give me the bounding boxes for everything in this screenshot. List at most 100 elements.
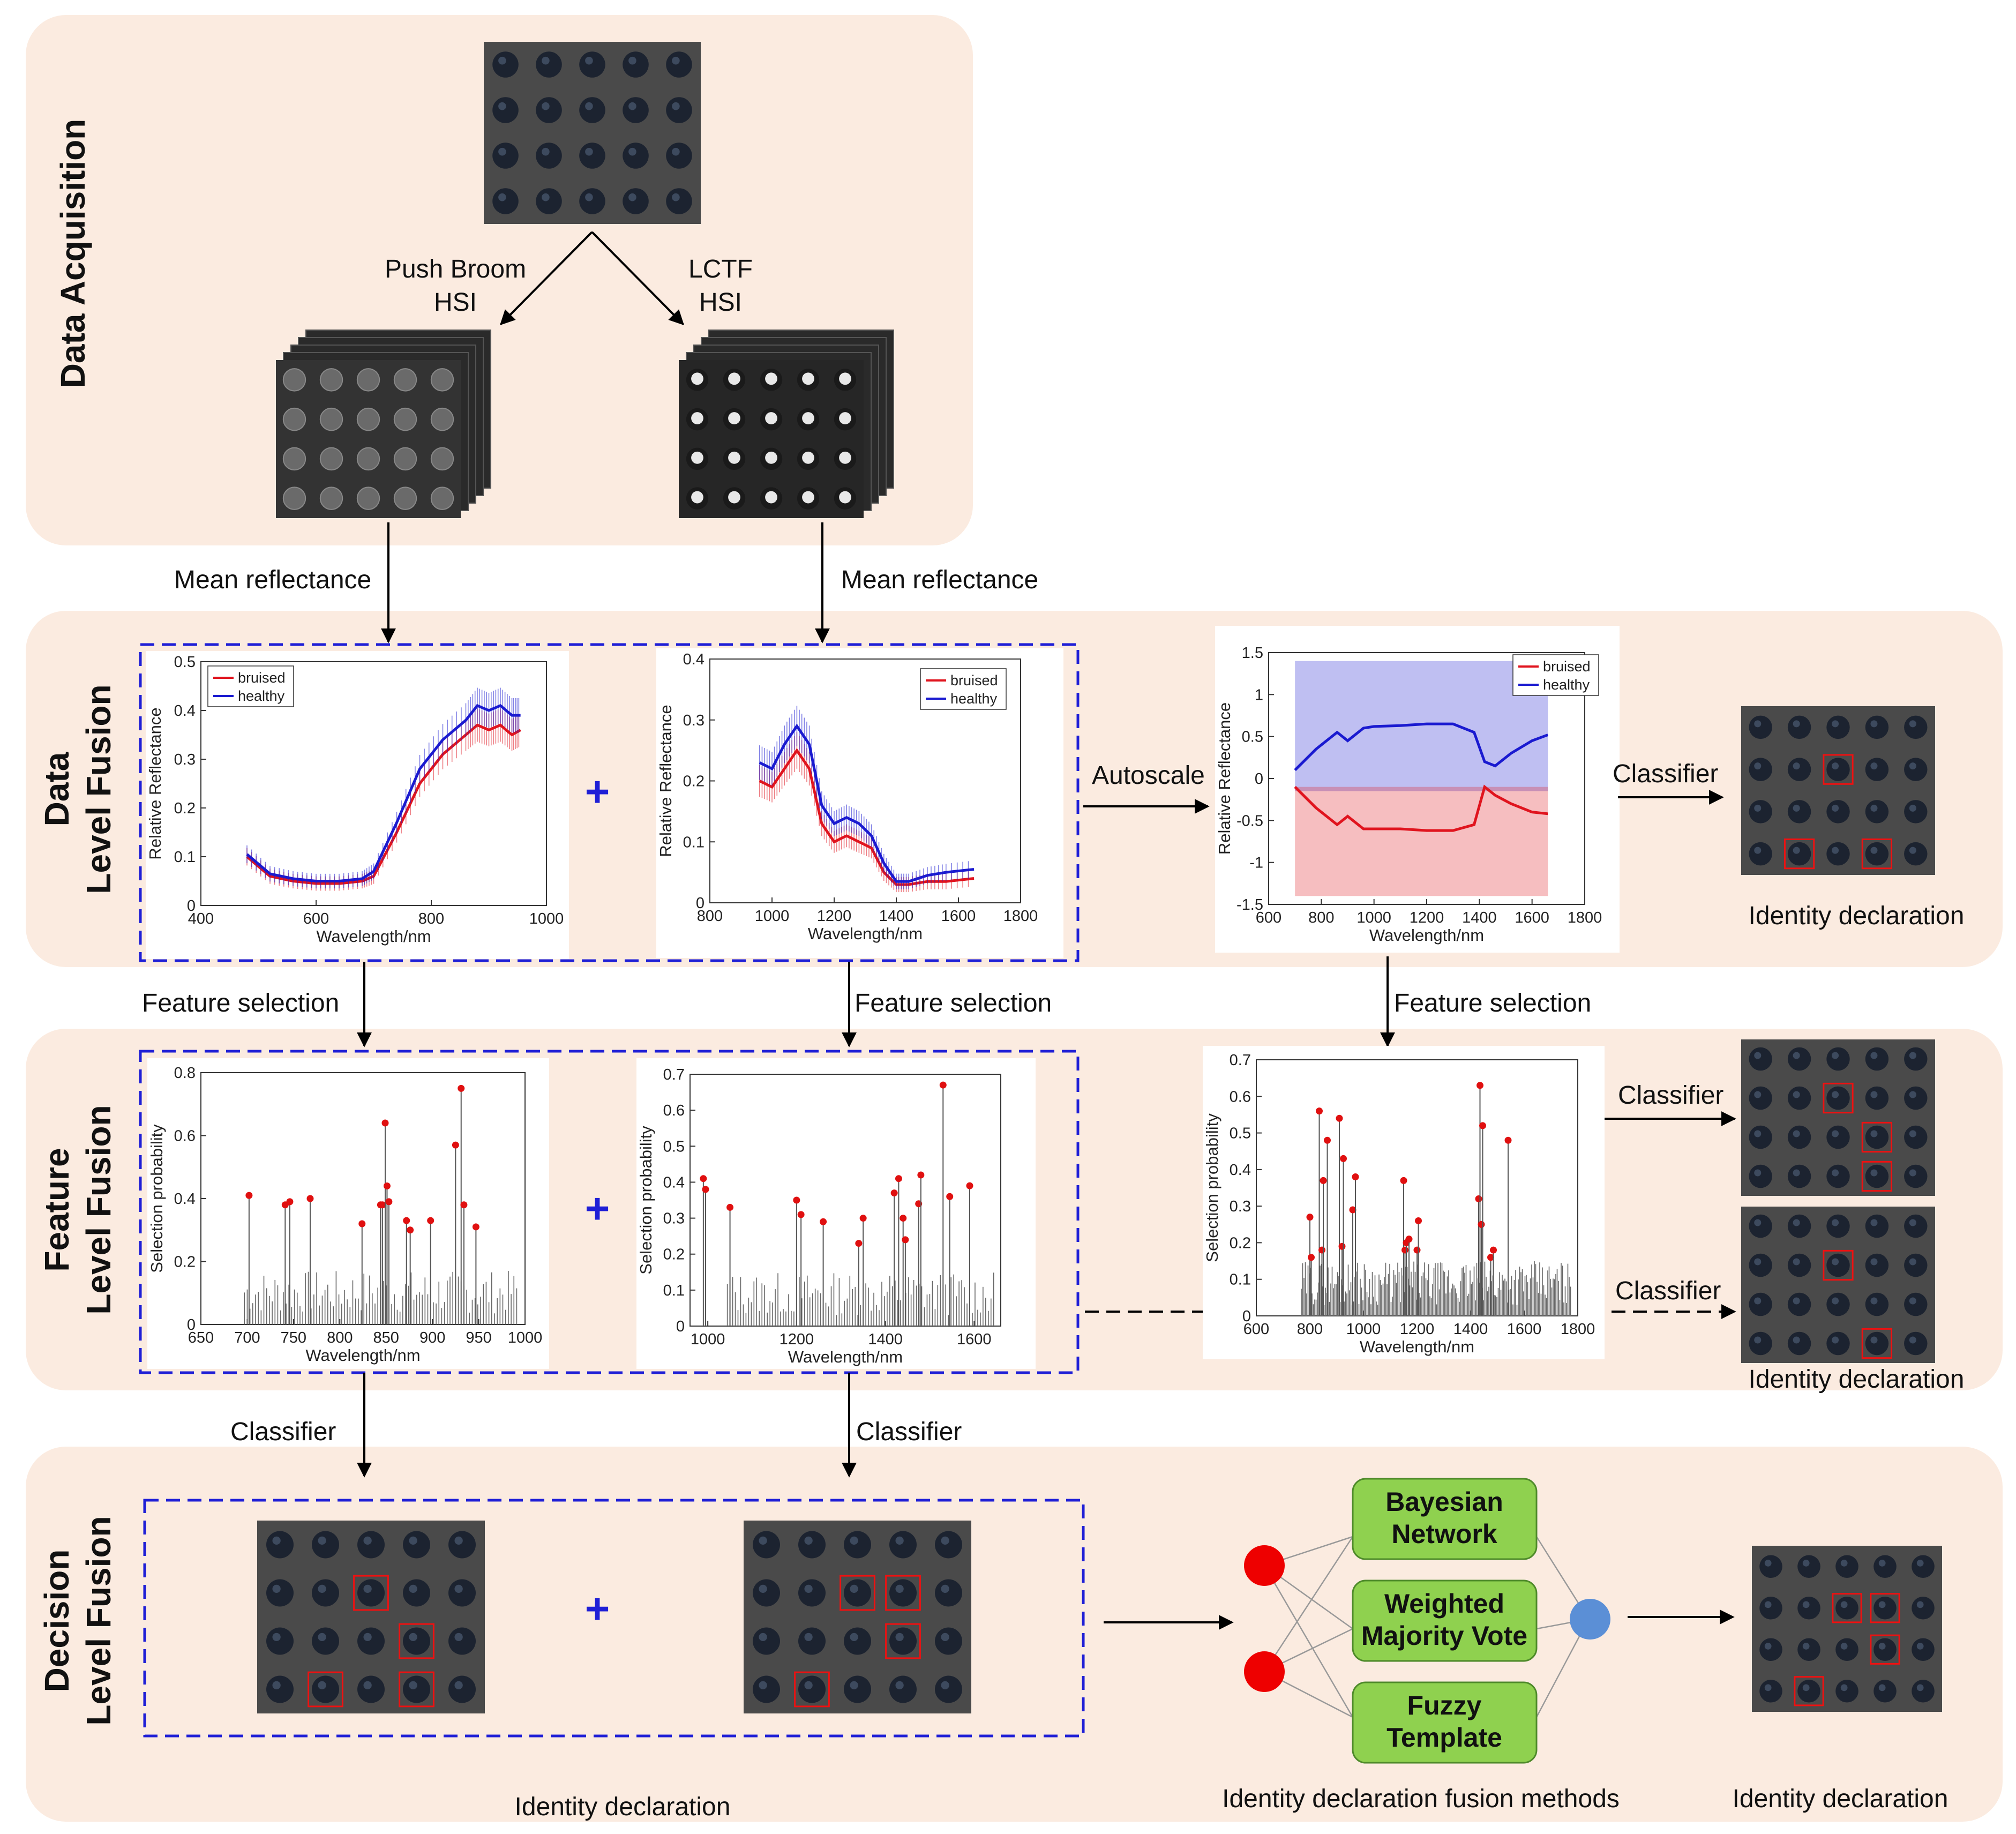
x-tick-label: 400 [188,910,214,927]
berry-shine [1840,1642,1848,1650]
x-tick-label: 1600 [941,908,976,925]
input-node-2 [1244,1651,1285,1692]
selection-peak-point [946,1193,954,1200]
x-tick-label: 1200 [1400,1321,1435,1338]
x-tick-label: 900 [419,1329,445,1346]
selection-peak-point [1336,1114,1343,1122]
berry [579,143,605,169]
berry [357,1675,385,1703]
berry [844,1675,871,1703]
x-tick-label: 1400 [868,1331,903,1348]
berry [403,1675,430,1703]
lctf-selection-chart: 1000 1200 1400 1600 0 0.1 0.2 0.3 0.4 0.5 0.6 0.7 Wa… [636,1058,1036,1369]
selection-peak-point [1487,1254,1494,1261]
berry-shine [1793,1169,1800,1177]
berry-shine [318,1536,326,1545]
berry-shine [1909,847,1916,854]
y-axis-label: Selection probability [147,1124,166,1273]
berry-shine [1916,1559,1924,1567]
plot-area-frame [200,661,547,906]
berry-shine [941,1633,949,1642]
selection-peak-point [358,1220,366,1227]
pushbroom-selection-chart: 650 700 750 800 850 900 950 1000 0 0.2 0.4 0.6 0.8 Wa… [147,1058,549,1369]
berry-shine [1793,847,1800,854]
berry-shine [1909,1297,1916,1305]
berry-shine [759,1633,767,1642]
x-tick-label: 600 [1256,909,1281,926]
y-tick-label: 0.4 [1230,1162,1251,1179]
berry [1865,1086,1889,1110]
x-tick-label: 600 [1243,1321,1269,1338]
x-tick-label: 1000 [691,1331,725,1348]
y-tick-label: 0.5 [174,654,196,671]
berry [1826,1292,1850,1316]
berry [935,1627,962,1655]
berry-shine [363,1584,372,1593]
berry [1912,1679,1935,1703]
y-tick-label: 0.5 [1230,1125,1251,1142]
selection-peak-point [403,1217,410,1224]
stage-label-feature-1: Feature [38,1148,76,1271]
berry-shine [628,193,636,201]
berry [844,1627,871,1655]
berry [1835,1638,1858,1661]
berry-shine [542,193,550,201]
berry-shine [363,1536,372,1545]
berry [266,1675,294,1703]
y-tick-label: 0.4 [174,1191,196,1208]
berry [492,143,519,169]
selection-peak-point [1349,1206,1357,1214]
berry-shine [585,193,593,201]
plus-decision: + [585,1585,610,1633]
bruise-marker [308,1671,343,1708]
berry [1835,1555,1858,1578]
berry [356,368,380,392]
berry [448,1579,476,1607]
bruise-marker [1861,1161,1893,1192]
berry [1749,1086,1772,1110]
identity-decision-label: Identity declaration [515,1793,731,1821]
decision-fusion-box [143,1499,1085,1738]
lctf-hsi-label: HSI [699,288,742,317]
berry [1826,1164,1850,1188]
berry [753,1531,780,1559]
classifier-feature-1-label: Classifier [1618,1081,1723,1110]
arrow-to-lctf [591,231,684,325]
selection-peak-point [1338,1242,1346,1250]
berry-shine [1909,1091,1916,1098]
selection-peak-point [902,1236,909,1244]
berry-shine [1909,1336,1916,1344]
berry [666,188,692,214]
bruise-marker [1823,754,1854,785]
berry-shine [1832,762,1839,770]
y-tick-label: 0 [1255,770,1263,788]
legend-label-healthy: healthy [1543,677,1590,693]
lctf-spectrum-chart: 800 1000 1200 1400 1600 1800 0 0.1 0.2 0.3 0.4 Wave… [656,648,1063,958]
berry [1904,1086,1928,1110]
berry [1904,1253,1928,1277]
autoscale-label: Autoscale [1092,761,1205,790]
y-tick-label: 1 [1255,686,1263,703]
berry-shine [672,102,680,110]
berry [1826,715,1850,739]
berry-shine [672,147,680,156]
berry [430,486,454,510]
berry-shine [454,1584,463,1593]
berry [579,51,605,78]
berry [1865,1292,1889,1316]
berry-highlight [728,451,740,464]
berry [1749,1214,1772,1238]
x-tick-label: 1400 [1462,909,1497,926]
classifier-data-label: Classifier [1613,760,1718,788]
berry-highlight [765,451,777,464]
selection-peak-point [1477,1082,1483,1089]
berry [1787,1047,1811,1071]
berry [623,143,649,169]
berry [393,447,417,471]
bruise-marker [1861,838,1893,870]
bruise-marker [399,1623,434,1659]
berry-shine [585,56,593,65]
berry-shine [628,102,636,110]
selection-peak-point [702,1186,709,1193]
selection-peak-point [1478,1221,1485,1228]
